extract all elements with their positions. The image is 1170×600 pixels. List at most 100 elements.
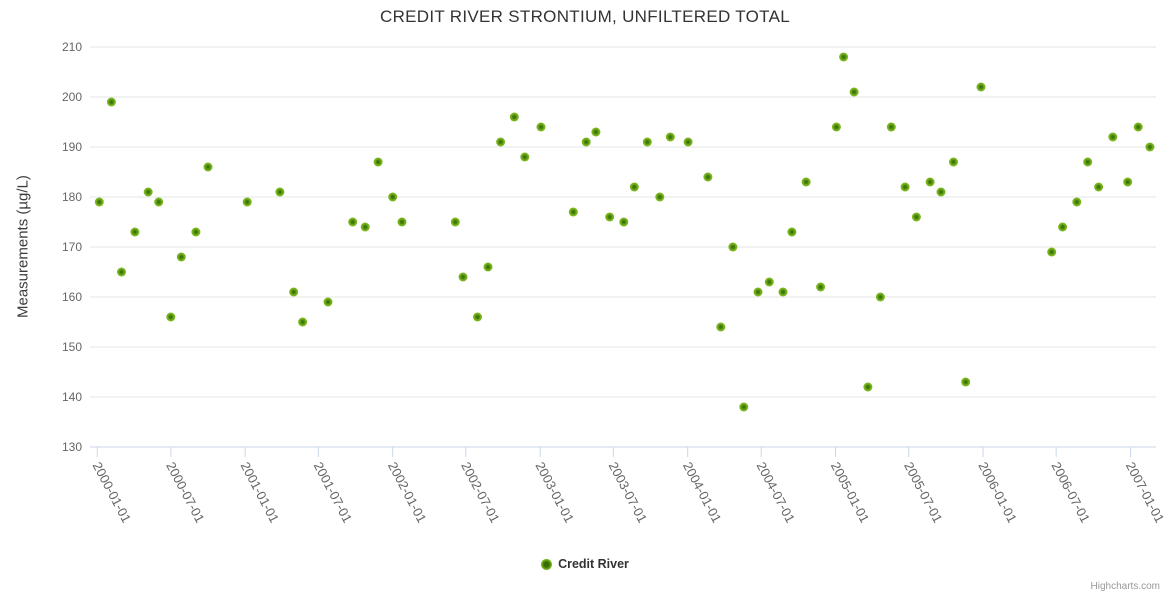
data-point[interactable] bbox=[900, 182, 910, 192]
data-point[interactable] bbox=[203, 162, 213, 172]
data-point[interactable] bbox=[1108, 132, 1118, 142]
y-axis-label: 160 bbox=[62, 290, 82, 304]
y-axis-label: 210 bbox=[62, 40, 82, 54]
data-point[interactable] bbox=[801, 177, 811, 187]
data-point[interactable] bbox=[764, 277, 774, 287]
data-point[interactable] bbox=[483, 262, 493, 272]
data-point[interactable] bbox=[1133, 122, 1143, 132]
data-point[interactable] bbox=[642, 137, 652, 147]
data-point[interactable] bbox=[388, 192, 398, 202]
x-axis-label: 2004-01-01 bbox=[680, 459, 724, 525]
data-point[interactable] bbox=[591, 127, 601, 137]
x-axis-label: 2001-07-01 bbox=[311, 459, 355, 525]
data-point[interactable] bbox=[275, 187, 285, 197]
data-point[interactable] bbox=[728, 242, 738, 252]
data-point[interactable] bbox=[716, 322, 726, 332]
x-axis-label: 2006-07-01 bbox=[1049, 459, 1093, 525]
legend[interactable]: Credit River bbox=[0, 557, 1170, 571]
data-point[interactable] bbox=[323, 297, 333, 307]
data-point[interactable] bbox=[831, 122, 841, 132]
data-point[interactable] bbox=[242, 197, 252, 207]
data-point[interactable] bbox=[1094, 182, 1104, 192]
x-axis-label: 2006-01-01 bbox=[975, 459, 1019, 525]
data-point[interactable] bbox=[130, 227, 140, 237]
data-point[interactable] bbox=[683, 137, 693, 147]
data-point[interactable] bbox=[753, 287, 763, 297]
data-point[interactable] bbox=[166, 312, 176, 322]
data-point[interactable] bbox=[289, 287, 299, 297]
x-axis-label: 2002-07-01 bbox=[458, 459, 502, 525]
x-axis-label: 2001-01-01 bbox=[238, 459, 282, 525]
x-axis-label: 2003-07-01 bbox=[606, 459, 650, 525]
highcharts-credit[interactable]: Highcharts.com bbox=[1090, 581, 1160, 592]
data-point[interactable] bbox=[1145, 142, 1155, 152]
data-point[interactable] bbox=[536, 122, 546, 132]
data-point[interactable] bbox=[496, 137, 506, 147]
data-point[interactable] bbox=[458, 272, 468, 282]
data-point[interactable] bbox=[1047, 247, 1057, 257]
data-point[interactable] bbox=[778, 287, 788, 297]
x-axis-label: 2003-01-01 bbox=[533, 459, 577, 525]
data-point[interactable] bbox=[373, 157, 383, 167]
data-point[interactable] bbox=[976, 82, 986, 92]
data-point[interactable] bbox=[117, 267, 126, 277]
y-axis-title: Measurements (µg/L) bbox=[14, 175, 32, 319]
x-axis-label: 2007-01-01 bbox=[1123, 459, 1167, 525]
x-axis-label: 2000-07-01 bbox=[163, 459, 207, 525]
data-point[interactable] bbox=[839, 52, 849, 62]
data-point[interactable] bbox=[143, 187, 153, 197]
data-point[interactable] bbox=[655, 192, 665, 202]
y-axis-label: 140 bbox=[62, 390, 82, 404]
y-axis-label: 180 bbox=[62, 190, 82, 204]
data-point[interactable] bbox=[520, 152, 530, 162]
y-axis-label: 130 bbox=[62, 440, 82, 454]
data-point[interactable] bbox=[665, 132, 675, 142]
data-point[interactable] bbox=[1083, 157, 1093, 167]
legend-label: Credit River bbox=[558, 557, 629, 571]
y-axis-label: 200 bbox=[62, 90, 82, 104]
data-point[interactable] bbox=[568, 207, 578, 217]
data-point[interactable] bbox=[787, 227, 797, 237]
data-point[interactable] bbox=[1072, 197, 1082, 207]
x-axis-label: 2000-01-01 bbox=[90, 459, 134, 525]
x-axis-label: 2005-01-01 bbox=[828, 459, 872, 525]
data-point[interactable] bbox=[473, 312, 482, 322]
data-point[interactable] bbox=[936, 187, 946, 197]
data-point[interactable] bbox=[875, 292, 885, 302]
data-point[interactable] bbox=[886, 122, 896, 132]
chart-title: CREDIT RIVER STRONTIUM, UNFILTERED TOTAL bbox=[380, 7, 790, 26]
data-point[interactable] bbox=[816, 282, 826, 292]
data-point[interactable] bbox=[961, 377, 971, 387]
x-axis-label: 2004-07-01 bbox=[754, 459, 798, 525]
data-point[interactable] bbox=[1123, 177, 1133, 187]
data-point[interactable] bbox=[849, 87, 859, 97]
data-point[interactable] bbox=[360, 222, 370, 232]
data-point[interactable] bbox=[605, 212, 615, 222]
data-point[interactable] bbox=[191, 227, 201, 237]
data-point[interactable] bbox=[1058, 222, 1068, 232]
y-axis-label: 150 bbox=[62, 340, 82, 354]
data-point[interactable] bbox=[619, 217, 629, 227]
data-point[interactable] bbox=[154, 197, 164, 207]
data-point[interactable] bbox=[106, 97, 116, 107]
data-point[interactable] bbox=[703, 172, 713, 182]
legend-marker-icon bbox=[541, 558, 553, 570]
data-point[interactable] bbox=[509, 112, 519, 122]
data-point[interactable] bbox=[450, 217, 460, 227]
data-point[interactable] bbox=[176, 252, 186, 262]
data-point[interactable] bbox=[298, 317, 308, 327]
y-axis-label: 170 bbox=[62, 240, 82, 254]
data-point[interactable] bbox=[949, 157, 958, 167]
data-point[interactable] bbox=[94, 197, 104, 207]
data-point[interactable] bbox=[348, 217, 358, 227]
data-point[interactable] bbox=[739, 402, 749, 412]
data-point[interactable] bbox=[629, 182, 639, 192]
data-point[interactable] bbox=[581, 137, 591, 147]
data-point[interactable] bbox=[863, 382, 873, 392]
x-axis-label: 2002-01-01 bbox=[385, 459, 429, 525]
data-point[interactable] bbox=[397, 217, 407, 227]
data-point[interactable] bbox=[911, 212, 921, 222]
data-point[interactable] bbox=[925, 177, 935, 187]
